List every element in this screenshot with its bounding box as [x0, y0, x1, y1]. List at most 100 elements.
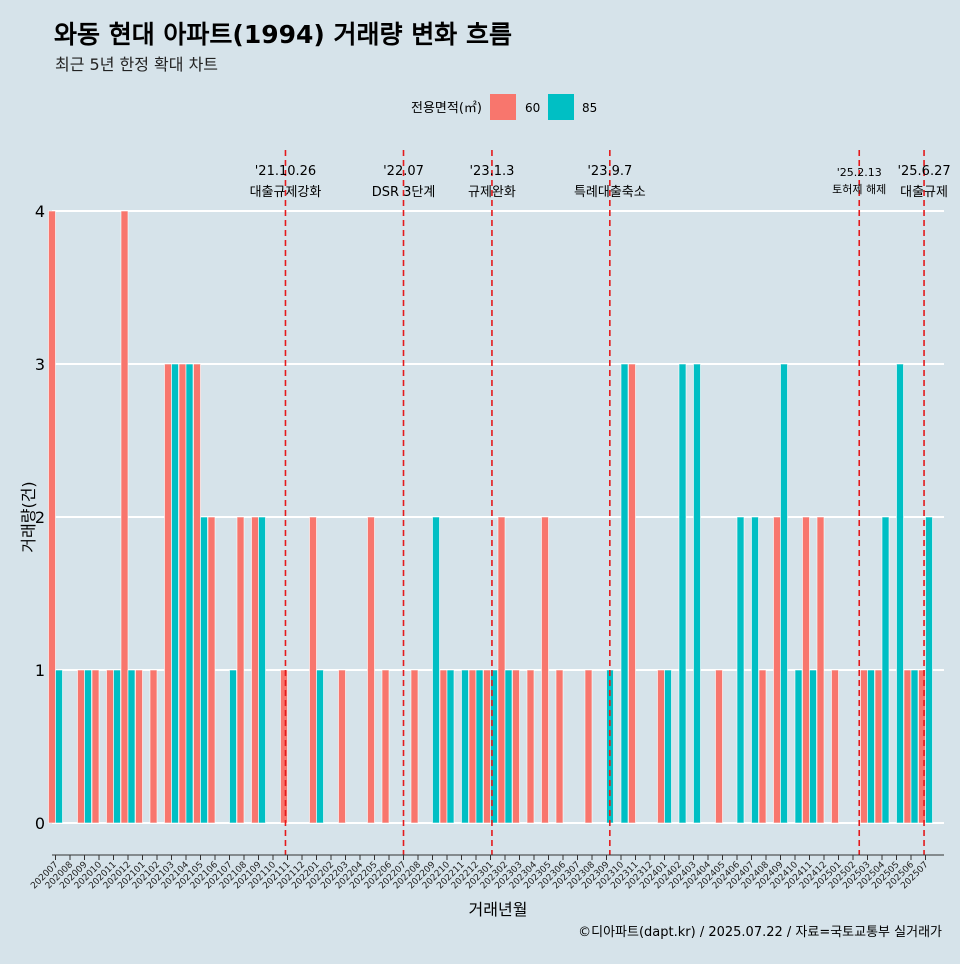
bar-60-202208	[410, 669, 419, 824]
event-text-label: 특례대출축소	[574, 185, 646, 200]
bar-60-202203	[338, 669, 346, 824]
bar-60-202408	[758, 669, 767, 824]
bar-60-202501	[831, 669, 839, 824]
bar-60-202010	[91, 669, 100, 824]
bar-60-202007	[48, 210, 56, 824]
bar-85-202403	[693, 363, 701, 824]
event-date-label: '25.2.13	[837, 166, 882, 179]
bar-60-202109	[251, 516, 259, 824]
bar-60-202103	[164, 363, 172, 824]
bar-85-202410	[794, 669, 803, 824]
bar-60-202111	[280, 669, 288, 824]
y-tick-label: 3	[35, 355, 45, 374]
bar-85-202406	[736, 516, 745, 824]
x-tick-labels: 2020072020082020092020102020112020122021…	[29, 860, 930, 892]
event-date-label: '21.10.26	[255, 164, 316, 179]
event-text-label: 대출규제	[900, 185, 948, 200]
event-lines: '21.10.26 대출규제강화 '22.07 DSR 3단계 '23.1.3 규제완화 '…	[250, 150, 951, 855]
bar-85-202211	[461, 669, 469, 824]
bar-60-202101	[135, 669, 143, 824]
legend-swatch-85	[548, 94, 574, 120]
caption: ©디아파트(dapt.kr) / 2025.07.22 / 자료=국토교통부 실…	[578, 925, 942, 940]
bar-60-202106	[207, 516, 216, 824]
bar-60-202104	[178, 363, 187, 824]
y-tick-label: 2	[35, 508, 45, 527]
y-tick-label: 4	[35, 202, 45, 221]
bar-60-202409	[773, 516, 781, 824]
bar-60-202504	[874, 669, 883, 824]
bar-60-202210	[439, 669, 448, 824]
bar-85-202506	[910, 669, 919, 824]
bar-60-202401	[657, 669, 665, 824]
event-date-label: '23.1.3	[469, 164, 514, 179]
bar-60-202506	[903, 669, 912, 824]
y-tick-label: 1	[35, 661, 45, 680]
event-text-label: DSR 3단계	[372, 185, 436, 200]
event-date-label: '23.9.7	[587, 164, 632, 179]
bar-60-202503	[860, 669, 868, 824]
legend-label-60: 60	[525, 101, 540, 115]
bar-85-202107	[229, 669, 237, 824]
bar-85-202409	[780, 363, 788, 824]
bar-85-202012	[127, 669, 136, 824]
bar-85-202007	[55, 669, 63, 824]
bar-85-202505	[896, 363, 904, 824]
bar-85-202109	[258, 516, 266, 824]
bar-85-202210	[446, 669, 455, 824]
chart-subtitle: 최근 5년 한정 확대 차트	[55, 55, 218, 74]
legend-label-85: 85	[582, 101, 597, 115]
event-date-label: '25.6.27	[897, 164, 950, 179]
legend-swatch-60	[490, 94, 516, 120]
event-text-label: 규제완화	[468, 185, 516, 200]
bar-60-202011	[106, 669, 114, 824]
bar-85-202407	[751, 516, 759, 824]
bar-60-202212	[468, 669, 477, 824]
y-tick-label: 0	[35, 814, 45, 833]
legend-title: 전용면적(㎡)	[411, 101, 482, 116]
bar-85-202209	[432, 516, 440, 824]
bar-85-202201	[316, 669, 324, 824]
bar-85-202105	[200, 516, 208, 824]
bar-85-202402	[678, 363, 687, 824]
bar-60-202308	[584, 669, 593, 824]
bars	[48, 210, 933, 824]
bar-85-202011	[113, 669, 121, 824]
bar-60-202102	[149, 669, 158, 824]
event-text-label: 대출규제강화	[250, 185, 322, 200]
bar-85-202009	[84, 669, 92, 824]
bar-60-202303	[512, 669, 520, 824]
bar-85-202301	[490, 669, 498, 824]
bar-85-202507	[925, 516, 933, 824]
bar-85-202212	[475, 669, 484, 824]
bar-85-202411	[809, 669, 817, 824]
bar-60-202301	[483, 669, 491, 824]
bar-60-202411	[802, 516, 810, 824]
bar-85-202104	[185, 363, 194, 824]
bar-60-202012	[120, 210, 129, 824]
x-axis-label: 거래년월	[469, 900, 528, 919]
bar-85-202503	[867, 669, 875, 824]
bar-60-202108	[236, 516, 245, 824]
y-tick-labels: 0 1 2 3 4	[35, 202, 45, 833]
x-ticks	[55, 855, 926, 860]
y-axis-label: 거래량(건)	[19, 481, 38, 552]
bar-85-202302	[504, 669, 513, 824]
bar-60-202105	[193, 363, 201, 824]
bar-60-202205	[367, 516, 375, 824]
bar-60-202306	[555, 669, 564, 824]
bar-60-202304	[526, 669, 535, 824]
bar-85-202310	[620, 363, 629, 824]
bar-60-202302	[497, 516, 506, 824]
bar-60-202009	[77, 669, 85, 824]
bar-60-202412	[816, 516, 825, 824]
bar-85-202401	[664, 669, 672, 824]
bar-60-202311	[628, 363, 636, 824]
bar-60-202405	[715, 669, 723, 824]
event-date-label: '22.07	[383, 164, 424, 179]
bar-60-202201	[309, 516, 317, 824]
bar-60-202206	[381, 669, 390, 824]
bar-60-202305	[541, 516, 549, 824]
chart-title: 와동 현대 아파트(1994) 거래량 변화 흐름	[54, 20, 512, 49]
